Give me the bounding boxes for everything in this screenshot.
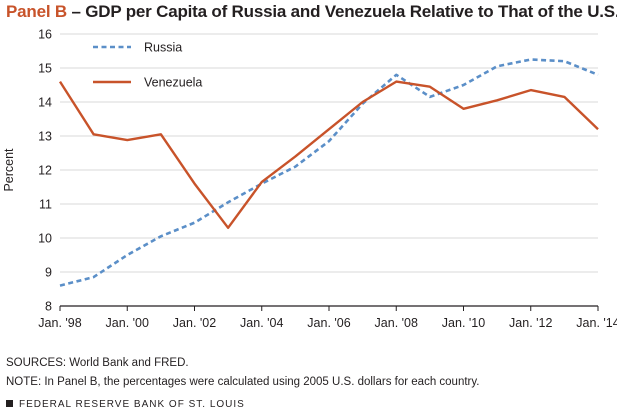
line-chart: 8 9 10 11 12 13 14 15 16 Jan. '98 Jan. '00 Jan. '0… — [2, 28, 617, 331]
title-dash: – — [66, 2, 86, 21]
y-tick-label: 8 — [45, 300, 52, 314]
x-tick-label: Jan. '98 — [38, 316, 81, 330]
x-tick-label: Jan. '02 — [173, 316, 216, 330]
chart-title: Panel B – GDP per Capita of Russia and V… — [6, 2, 617, 22]
brand-text: FEDERAL RESERVE BANK OF ST. LOUIS — [19, 399, 245, 410]
y-tick-label: 13 — [38, 130, 52, 144]
gridlines — [60, 33, 598, 307]
title-text: GDP per Capita of Russia and Venezuela R… — [85, 2, 617, 21]
x-tick-label: Jan. '04 — [240, 316, 283, 330]
series-lines — [58, 58, 599, 287]
x-tick-label: Jan. '12 — [509, 316, 552, 330]
y-tick-label: 12 — [38, 164, 52, 178]
series-line-russia — [59, 58, 599, 287]
y-axis-ticks: 8 9 10 11 12 13 14 15 16 — [38, 28, 52, 314]
y-axis-label: Percent — [2, 148, 16, 192]
y-tick-label: 16 — [38, 28, 52, 42]
series-line-venezuela — [58, 80, 599, 229]
y-tick-label: 9 — [45, 266, 52, 280]
brand-footer: FEDERAL RESERVE BANK OF ST. LOUIS — [6, 399, 245, 410]
x-tick-label: Jan. '06 — [307, 316, 350, 330]
footnote: NOTE: In Panel B, the percentages were c… — [6, 376, 480, 388]
legend: Russia Venezuela — [93, 41, 202, 90]
x-axis-ticks: Jan. '98 Jan. '00 Jan. '02 Jan. '04 Jan. '06… — [38, 306, 617, 330]
y-tick-label: 11 — [39, 198, 52, 212]
y-tick-label: 15 — [38, 62, 52, 76]
legend-label-russia: Russia — [144, 41, 182, 55]
brand-square-icon — [6, 400, 13, 407]
x-tick-label: Jan. '08 — [375, 316, 418, 330]
x-tick-label: Jan. '00 — [106, 316, 149, 330]
sources-note: SOURCES: World Bank and FRED. — [6, 357, 189, 369]
y-tick-label: 14 — [38, 96, 52, 110]
legend-label-venezuela: Venezuela — [144, 76, 202, 90]
panel-label: Panel B — [6, 2, 67, 21]
y-tick-label: 10 — [38, 232, 52, 246]
x-tick-label: Jan. '14 — [576, 316, 617, 330]
x-tick-label: Jan. '10 — [442, 316, 485, 330]
